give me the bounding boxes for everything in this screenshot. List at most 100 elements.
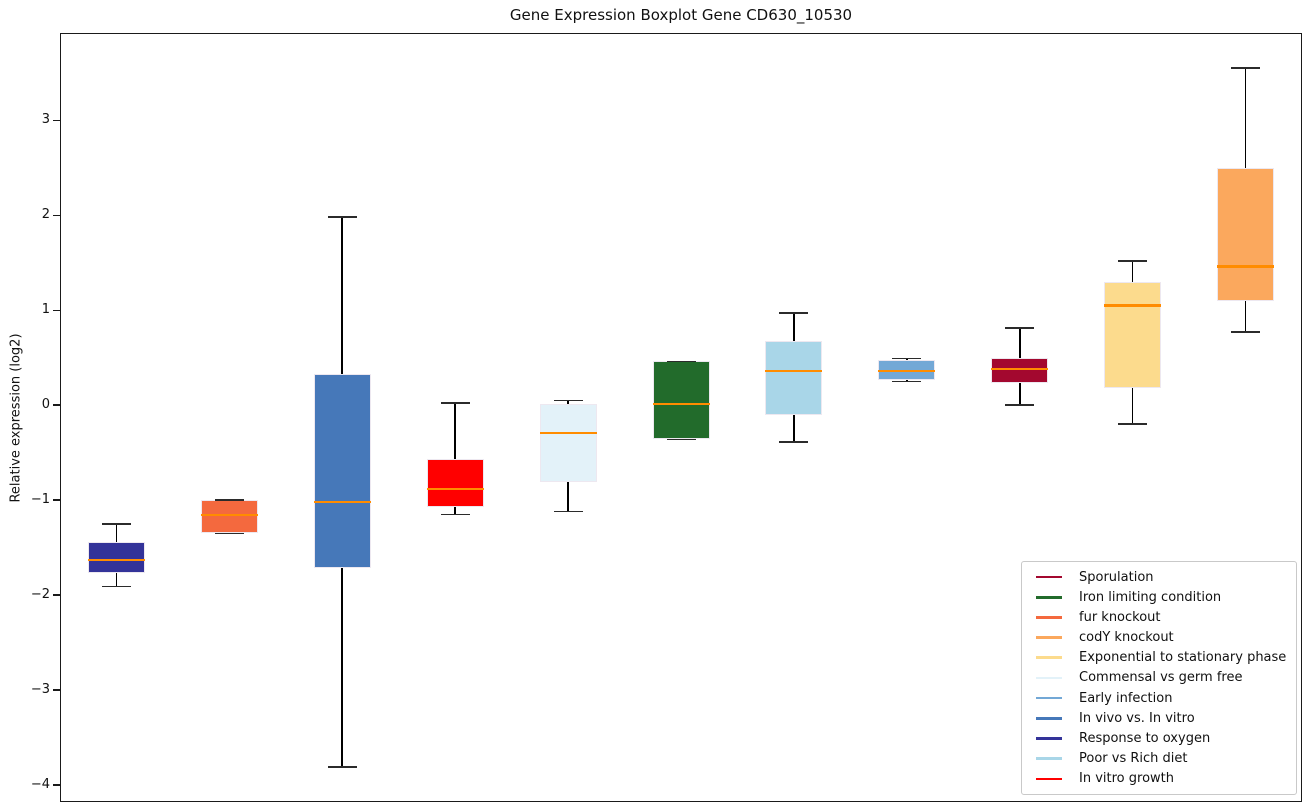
legend-item: Sporulation (1028, 568, 1290, 586)
legend-swatch (1036, 676, 1062, 680)
box-whisker-lower (115, 573, 118, 587)
legend-swatch (1036, 616, 1062, 619)
median-line (1104, 304, 1162, 307)
whisker-cap-lower (779, 441, 809, 443)
median-line (539, 431, 597, 434)
median-line (765, 369, 823, 373)
legend-item-label: Commensal vs germ free (1079, 670, 1243, 686)
legend-swatch (1036, 757, 1062, 760)
whisker-cap-lower (440, 513, 470, 516)
box-whisker-upper (793, 313, 795, 341)
whisker-cap-upper (779, 312, 809, 314)
median-line (87, 558, 145, 561)
legend-swatch (1036, 575, 1062, 579)
boxplot-box (313, 373, 371, 569)
median-line (200, 514, 258, 517)
boxplot-box (87, 541, 145, 574)
y-tick-mark (53, 404, 60, 406)
box-whisker-upper (1018, 328, 1021, 358)
y-tick-label: 1 (41, 302, 50, 318)
legend-item-label: In vitro growth (1079, 771, 1174, 787)
y-tick-label: 2 (41, 207, 50, 223)
whisker-cap-upper (1231, 67, 1261, 69)
whisker-cap-lower (553, 510, 583, 513)
median-line (878, 369, 936, 373)
y-tick-mark (53, 689, 60, 691)
y-tick-label: 3 (41, 112, 50, 128)
y-tick-label: 0 (41, 397, 50, 413)
box-whisker-upper (454, 403, 456, 460)
legend-swatch (1036, 737, 1062, 740)
legend-item-label: fur knockout (1079, 609, 1161, 625)
legend-item: In vivo vs. In vitro (1028, 709, 1290, 727)
legend-item: Exponential to stationary phase (1028, 649, 1290, 667)
boxplot-box (991, 357, 1049, 384)
whisker-cap-lower (666, 438, 696, 441)
legend-item: Commensal vs germ free (1028, 669, 1290, 687)
boxplot-box (539, 404, 597, 483)
boxplot-box (1104, 281, 1162, 389)
legend-item-label: Early infection (1079, 690, 1173, 706)
y-axis-label: Relative expression (log2) (8, 333, 24, 503)
box-whisker-upper (115, 523, 118, 542)
boxplot-box (426, 459, 484, 507)
box-whisker-lower (1131, 388, 1134, 425)
legend-item: In vitro growth (1028, 770, 1290, 788)
whisker-cap-upper (101, 523, 131, 525)
y-tick-mark (53, 119, 60, 122)
y-tick-mark (53, 309, 60, 311)
whisker-cap-upper (666, 360, 696, 363)
y-tick-mark (53, 784, 60, 786)
legend-item: Response to oxygen (1028, 729, 1290, 747)
box-whisker-upper (1131, 260, 1134, 282)
legend-item: Early infection (1028, 689, 1290, 707)
legend-swatch (1036, 595, 1062, 599)
whisker-cap-lower (892, 380, 922, 383)
boxplot-box (765, 340, 823, 415)
y-tick-label: −2 (30, 587, 50, 603)
box-whisker-upper (1244, 68, 1247, 168)
whisker-cap-lower (1005, 404, 1035, 406)
box-whisker-lower (1018, 383, 1021, 406)
whisker-cap-upper (214, 499, 244, 501)
box-whisker-upper (567, 400, 569, 405)
median-line (652, 403, 710, 406)
boxplot-box (1217, 167, 1275, 301)
box-whisker-lower (1244, 300, 1247, 333)
legend-item-label: Sporulation (1079, 569, 1154, 585)
y-tick-label: −1 (30, 492, 50, 508)
whisker-cap-lower (214, 532, 244, 535)
legend-swatch (1036, 656, 1062, 660)
legend-item: fur knockout (1028, 608, 1290, 626)
whisker-cap-lower (1231, 331, 1261, 333)
y-tick-mark (53, 214, 60, 216)
legend-item-label: codY knockout (1079, 630, 1174, 646)
whisker-cap-lower (327, 766, 357, 768)
whisker-cap-upper (440, 402, 470, 405)
legend-item: Poor vs Rich diet (1028, 750, 1290, 768)
median-line (313, 500, 371, 504)
boxplot-box (652, 361, 710, 440)
whisker-cap-lower (1118, 423, 1148, 425)
legend-item-label: Exponential to stationary phase (1079, 650, 1287, 666)
legend: Sporulation Iron limiting condition fur kn… (1021, 561, 1297, 795)
boxplot-box (200, 500, 258, 534)
whisker-cap-upper (1005, 327, 1035, 330)
legend-swatch (1036, 716, 1062, 720)
legend-item: Iron limiting condition (1028, 588, 1290, 606)
y-tick-label: −4 (30, 776, 50, 792)
box-whisker-lower (454, 506, 456, 515)
whisker-cap-lower (101, 585, 131, 588)
box-whisker-lower (341, 568, 344, 767)
whisker-cap-upper (327, 216, 357, 218)
legend-item: codY knockout (1028, 629, 1290, 647)
median-line (426, 487, 484, 490)
median-line (1217, 265, 1275, 268)
legend-item-label: Response to oxygen (1079, 730, 1211, 746)
chart-title: Gene Expression Boxplot Gene CD630_10530 (509, 6, 853, 24)
box-whisker-lower (793, 414, 795, 443)
whisker-cap-upper (553, 399, 583, 402)
legend-swatch (1036, 636, 1062, 639)
y-tick-mark (53, 499, 60, 501)
